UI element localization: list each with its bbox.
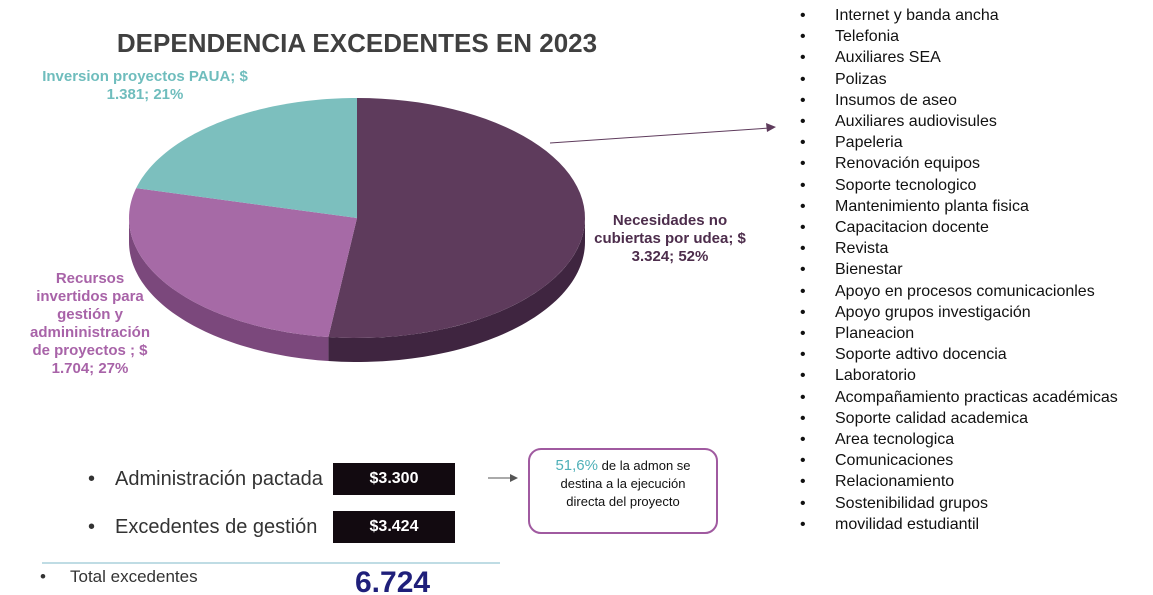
list-text: Acompañamiento practicas académicas (835, 388, 1118, 406)
list-text: Mantenimiento planta fisica (835, 197, 1029, 215)
bullet: • (800, 409, 806, 427)
list-text: Auxiliares SEA (835, 49, 941, 67)
bullet: • (800, 494, 806, 512)
bullet: • (800, 7, 806, 24)
note-box (528, 448, 718, 534)
summary-label: Excedentes de gestión (115, 516, 318, 538)
bullet: • (800, 176, 806, 194)
list-text: Internet y banda ancha (835, 7, 999, 24)
bullet: • (88, 468, 96, 490)
bullet: • (800, 325, 806, 342)
bullet: • (800, 134, 806, 152)
bullet: • (800, 303, 806, 321)
bullet: • (800, 473, 806, 491)
bullet: • (88, 516, 96, 538)
list-text: Comunicaciones (835, 452, 954, 470)
total-amount: 6.724 (355, 566, 430, 595)
slice (328, 98, 585, 338)
bullet: • (800, 28, 806, 46)
total-label: Total excedentes (70, 567, 198, 586)
bullet: • (40, 567, 46, 586)
bullet: • (800, 197, 806, 215)
slice-side (129, 218, 329, 362)
list-text: Papeleria (835, 134, 903, 152)
bullet: • (800, 49, 806, 67)
list-text: Relacionamiento (835, 473, 955, 491)
slice-side (328, 218, 585, 362)
list-text: Telefonia (835, 28, 900, 46)
list-text: Soporte adtivo docencia (835, 346, 1007, 364)
summary-amount: $3.424 (333, 511, 455, 543)
bullet: • (800, 431, 806, 448)
note-text: 51,6% de la admon se destina a la ejecuc… (529, 457, 717, 511)
note-line: directa del proyecto (566, 494, 680, 509)
summary-label: Administración pactada (115, 468, 323, 490)
bullet: • (800, 113, 806, 130)
arrow (549, 127, 771, 144)
note-line: de la admon se (601, 458, 691, 473)
bullet: • (800, 240, 806, 258)
list-text: Insumos de aseo (835, 91, 957, 109)
bullet: • (800, 155, 806, 173)
note-line: destina a la ejecución (560, 476, 686, 491)
bullet: • (800, 452, 806, 470)
slice-label: Recursos invertidos para gestión y admin… (29, 270, 151, 377)
bullet: • (800, 388, 806, 406)
list-text: movilidad estudiantil (835, 515, 980, 533)
list-text: Bienestar (835, 261, 903, 279)
bullet: • (800, 261, 806, 279)
bullet: • (800, 346, 806, 364)
list-text: Auxiliares audiovisules (835, 113, 997, 130)
arrow-head (766, 123, 776, 132)
list-text: Planeacion (835, 325, 915, 342)
list-text: Capacitacion docente (835, 219, 989, 236)
slice-label: Necesidades no cubiertas por udea; $ 3.3… (594, 212, 746, 265)
slice (136, 98, 357, 218)
bullet: • (800, 91, 806, 109)
bullet: • (800, 515, 806, 533)
slice-label: Inversion proyectos PAUA; $ 1.381; 21% (42, 68, 248, 103)
list-text: Revista (835, 240, 889, 258)
list-text: Apoyo grupos investigación (835, 303, 1031, 321)
list-text: Laboratorio (835, 367, 916, 385)
bullet: • (800, 70, 806, 88)
bullet: • (800, 282, 806, 300)
summary-amount: $3.300 (333, 463, 455, 495)
chart-title: DEPENDENCIA EXCEDENTES EN 2023 (117, 28, 597, 58)
bullet: • (800, 367, 806, 385)
arrow-head (510, 474, 518, 482)
list-text: Sostenibilidad grupos (835, 494, 988, 512)
bullet: • (800, 219, 806, 236)
slice (129, 188, 357, 338)
list-text: Soporte tecnologico (835, 176, 977, 194)
list-text: Area tecnologica (835, 431, 955, 448)
list-text: Renovación equipos (835, 155, 980, 173)
list-text: Soporte calidad academica (835, 409, 1029, 427)
list-text: Apoyo en procesos comunicacionles (835, 282, 1095, 300)
note-highlight: 51,6% (555, 457, 598, 474)
list-text: Polizas (835, 70, 887, 88)
